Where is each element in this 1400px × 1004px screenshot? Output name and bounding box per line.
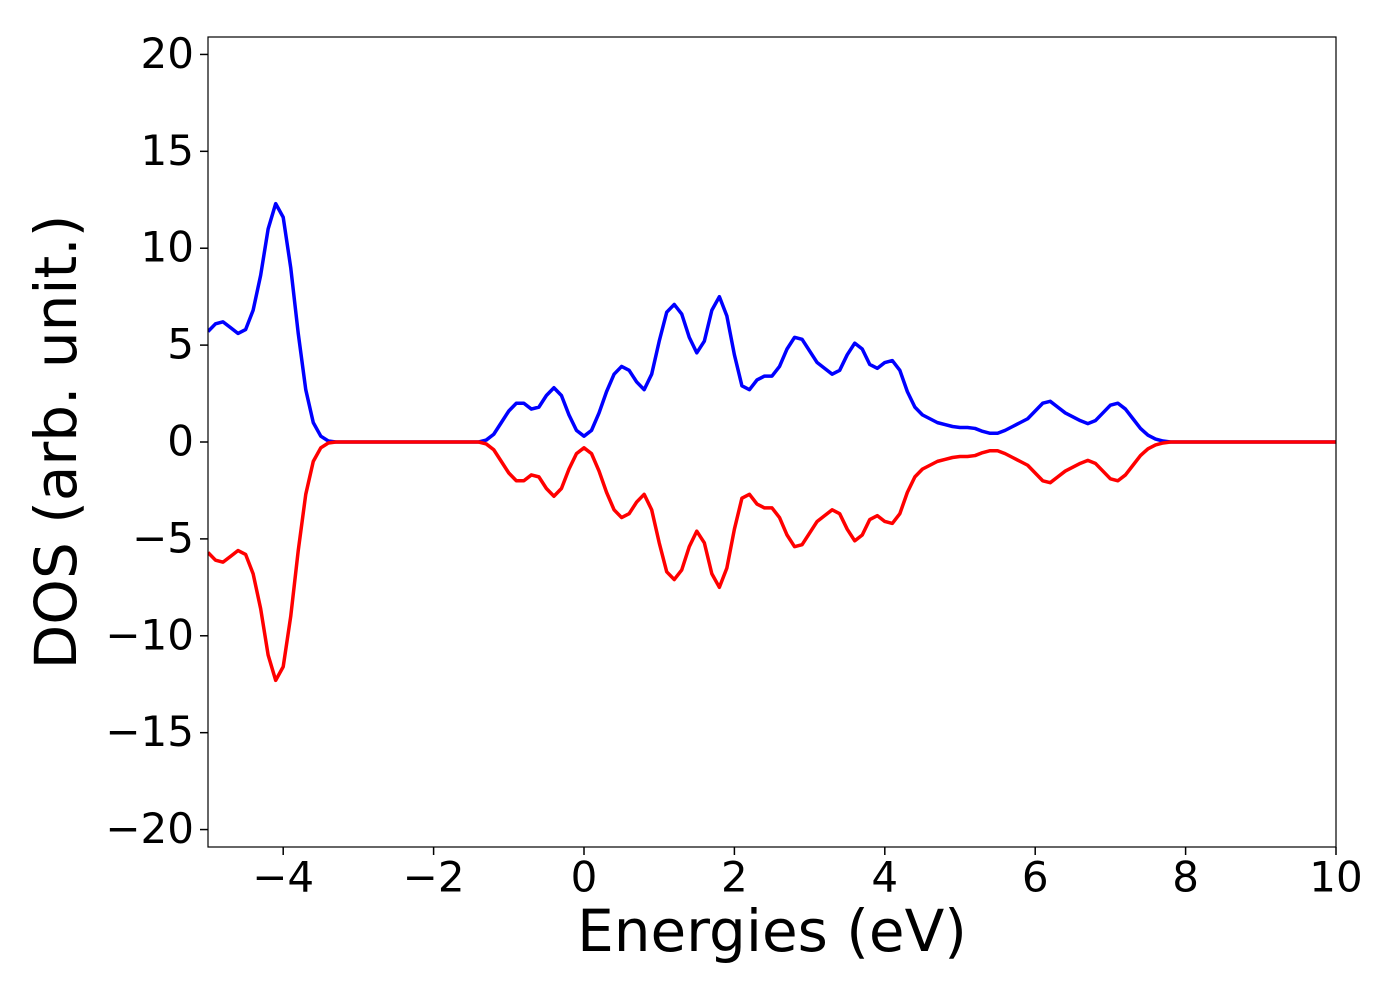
x-tick-label: 6 [1022,853,1049,902]
x-tick-label: −4 [252,853,314,902]
x-tick-label: 10 [1309,853,1362,902]
y-tick-label: 10 [141,223,194,272]
x-axis-label: Energies (eV) [577,897,967,965]
y-tick-label: −15 [105,707,194,756]
y-tick-label: 15 [141,126,194,175]
line-series [208,440,1336,683]
plot-frame [207,36,1337,848]
y-tick-label: −20 [105,804,194,853]
x-tick-label: 2 [721,853,748,902]
y-tick-label: 0 [167,417,194,466]
y-axis-label: DOS (arb. unit.) [22,215,90,670]
x-tick-label: −2 [403,853,465,902]
y-tick-label: −10 [105,610,194,659]
x-tick-label: 0 [571,853,598,902]
y-tick-label: 20 [141,29,194,78]
x-tick-label: 8 [1172,853,1199,902]
y-tick-label: 5 [167,320,194,369]
x-tick-label: 4 [871,853,898,902]
y-tick-label: −5 [132,513,194,562]
